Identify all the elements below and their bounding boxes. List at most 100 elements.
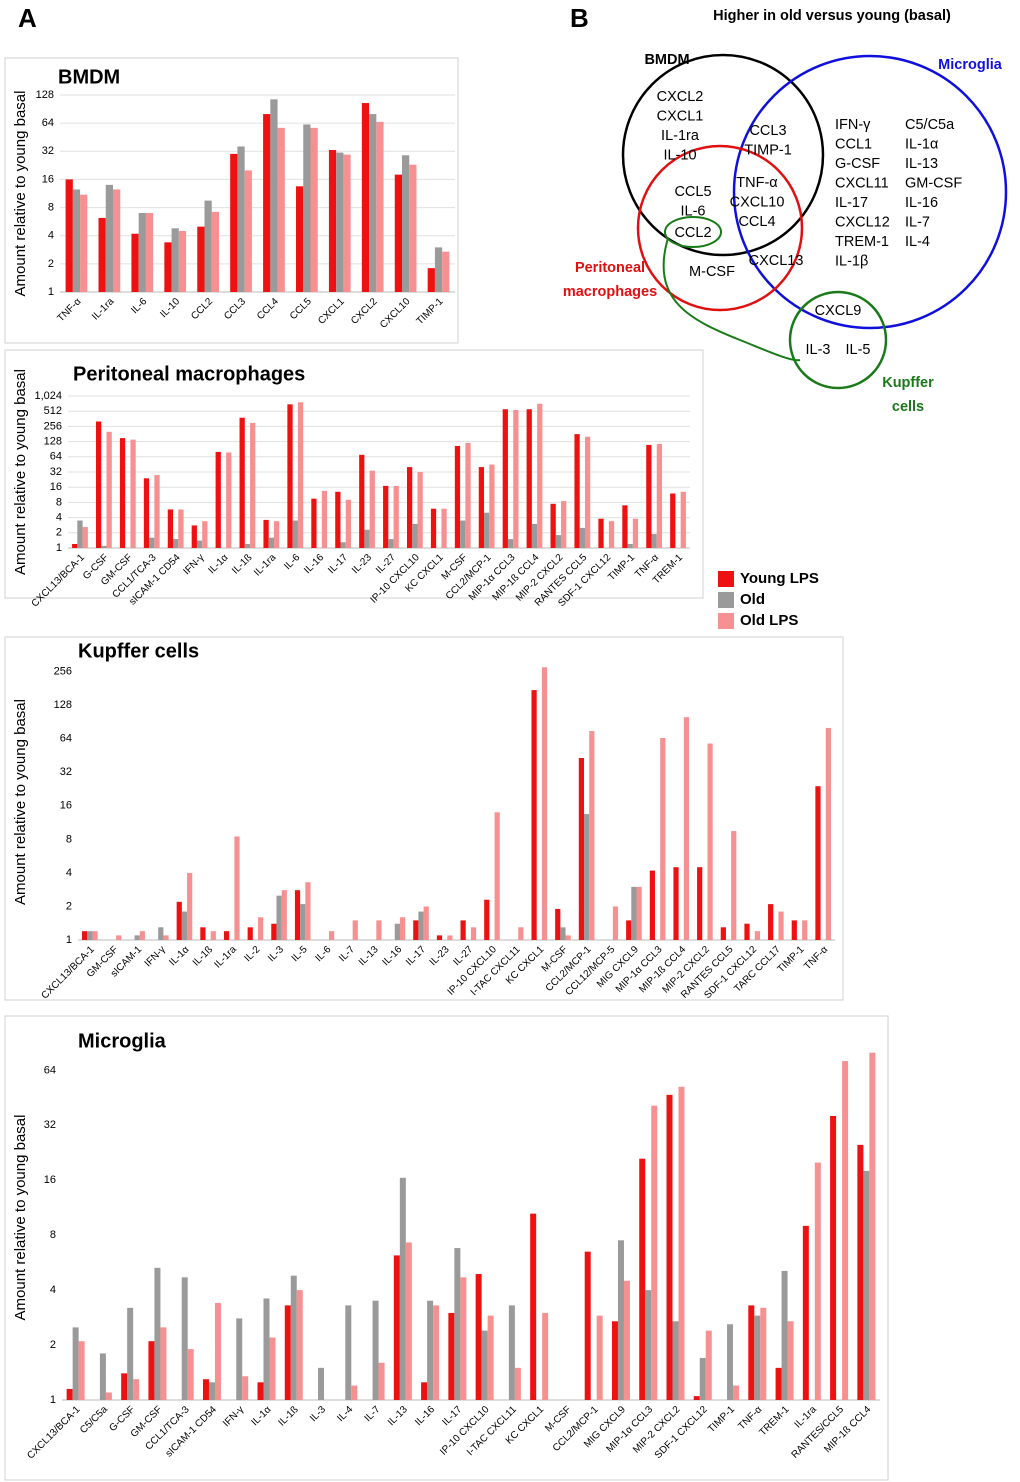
bar	[296, 1290, 303, 1400]
bar	[612, 906, 619, 940]
bar	[502, 409, 508, 548]
bar	[508, 1305, 515, 1400]
y-tick-label: 256	[54, 666, 72, 678]
venn-label: macrophages	[563, 284, 657, 300]
bar	[636, 886, 642, 940]
y-tick-label: 512	[44, 405, 62, 417]
bar	[514, 1367, 521, 1400]
bar	[399, 1177, 406, 1400]
bar	[632, 518, 639, 548]
bar	[561, 501, 567, 548]
bar	[494, 812, 500, 940]
venn-label: CCL2	[674, 225, 711, 241]
bar	[226, 452, 232, 548]
bar	[164, 242, 172, 292]
bar	[507, 539, 514, 548]
bar	[211, 211, 219, 292]
bar	[727, 1324, 734, 1400]
x-tick-label: IL-3	[266, 944, 286, 964]
y-tick-label: 8	[66, 833, 72, 845]
venn-label: CCL5	[674, 184, 711, 200]
venn-label: IL-1ra	[661, 128, 700, 144]
bar	[171, 228, 179, 292]
bar	[447, 935, 453, 940]
bar	[364, 529, 370, 548]
bar	[311, 498, 317, 548]
x-tick-label: IL-17	[326, 552, 350, 576]
y-axis-label: Amount relative to young basal	[12, 1115, 29, 1321]
bar	[436, 935, 443, 940]
bar	[646, 444, 652, 548]
bar	[215, 451, 221, 548]
bar	[656, 443, 663, 548]
x-tick-label: IL-4	[335, 1404, 355, 1424]
bar	[645, 1290, 652, 1400]
bar	[802, 1225, 809, 1400]
bar	[273, 521, 280, 548]
venn-label: Peritoneal	[575, 260, 645, 276]
bar	[639, 1158, 646, 1400]
x-tick-label: IL-17	[404, 944, 428, 968]
bar	[99, 1353, 106, 1400]
bar	[106, 431, 112, 548]
x-tick-label: IFN-γ	[181, 552, 206, 577]
peritoneal-circle	[636, 144, 804, 312]
y-tick-label: 256	[44, 420, 62, 432]
x-tick-label: TIMP-1	[776, 944, 807, 975]
y-tick-label: 4	[56, 512, 62, 524]
bar	[257, 1382, 264, 1400]
bar	[72, 1327, 79, 1400]
bar	[423, 906, 429, 940]
y-axis-label: Amount relative to young basal	[12, 699, 29, 905]
bar	[460, 1277, 467, 1400]
legend-swatch	[718, 571, 734, 587]
bar	[417, 472, 423, 548]
x-tick-label: IL-1ß	[276, 1404, 300, 1428]
x-tick-label: IL-1α	[206, 552, 230, 576]
bar	[305, 882, 311, 940]
y-tick-label: 2	[48, 258, 54, 270]
bar	[361, 103, 370, 292]
bar	[284, 1305, 291, 1400]
bar	[760, 1307, 767, 1400]
bar	[460, 920, 466, 940]
venn-label: Microglia	[938, 57, 1003, 73]
bar	[65, 179, 73, 292]
bar	[178, 230, 187, 292]
venn-label: IL-6	[681, 203, 706, 219]
x-tick-label: IL-1ra	[90, 296, 117, 323]
x-tick-label: IL-6	[129, 296, 149, 316]
bar	[406, 467, 413, 548]
bar	[351, 1385, 358, 1400]
bar	[707, 743, 713, 940]
bar	[565, 935, 571, 940]
x-tick-label: IL-7	[363, 1404, 383, 1424]
x-tick-label: IL-13	[357, 944, 381, 968]
bar	[121, 1373, 128, 1400]
bar	[487, 1315, 494, 1400]
bar	[200, 927, 206, 940]
bar	[781, 1270, 788, 1400]
x-tick-label: CXCL2	[349, 296, 380, 327]
bar	[352, 920, 358, 940]
bar	[187, 1349, 194, 1400]
x-tick-label: CXCL10	[378, 296, 413, 331]
bar	[413, 920, 419, 940]
bar	[335, 491, 341, 548]
y-tick-label: 64	[44, 1064, 56, 1076]
venn-label: TNF-α	[736, 175, 777, 191]
bar	[550, 503, 556, 548]
bar	[133, 1379, 140, 1400]
bar	[584, 814, 590, 940]
venn-label: IL-1α	[905, 136, 938, 152]
bar	[127, 1307, 134, 1400]
bar	[830, 1115, 837, 1400]
venn-label: CXCL11	[835, 175, 889, 191]
y-tick-label: 32	[50, 466, 62, 478]
bar	[683, 717, 690, 940]
x-tick-label: IL-13	[386, 1404, 410, 1428]
venn-label: IL-10	[663, 147, 696, 163]
bar	[369, 470, 375, 548]
chart-title: Peritoneal macrophages	[73, 363, 305, 385]
y-tick-label: 4	[50, 1284, 56, 1296]
